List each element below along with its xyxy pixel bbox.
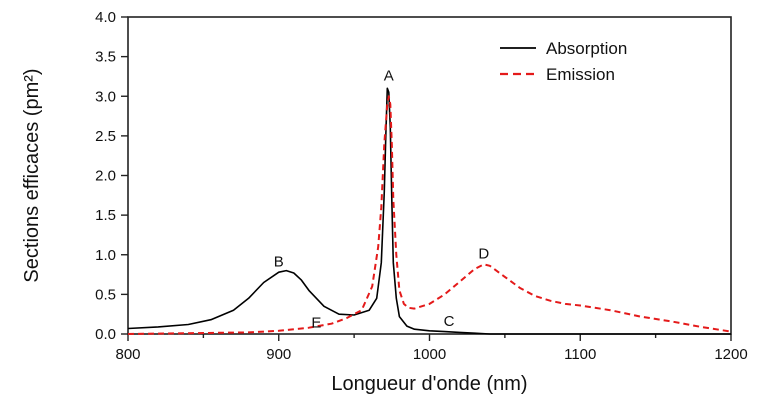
- x-tick-label: 1000: [413, 346, 446, 363]
- y-tick-label: 4.0: [95, 9, 116, 26]
- annotation-b: B: [274, 254, 284, 271]
- y-tick-label: 2.5: [95, 128, 116, 145]
- annotation-e: E: [311, 315, 321, 332]
- annotation-d: D: [478, 246, 489, 263]
- y-axis: 0.0 0.5 1.0 1.5 2.0 2.5 3.0 3.5 4.0: [95, 9, 128, 343]
- y-tick-label: 1.0: [95, 247, 116, 264]
- y-tick-label: 3.0: [95, 88, 116, 105]
- plot-area: [127, 16, 732, 335]
- x-tick-label: 1100: [564, 346, 596, 363]
- x-tick-label: 800: [115, 346, 140, 363]
- series-layer: [127, 87, 732, 335]
- y-tick-label: 0.0: [95, 326, 116, 343]
- x-axis: 800 900 1000 1100 1200: [115, 334, 748, 363]
- x-tick-label: 1200: [714, 346, 747, 363]
- legend: Absorption Emission: [500, 39, 627, 84]
- y-tick-label: 3.5: [95, 49, 116, 66]
- series-line-emission: [127, 95, 732, 335]
- legend-label-absorption: Absorption: [546, 39, 627, 58]
- series-line-absorption: [127, 87, 731, 335]
- plot-frame: [127, 16, 732, 335]
- y-tick-label: 0.5: [95, 286, 116, 303]
- y-tick-label: 1.5: [95, 207, 116, 224]
- x-axis-title: Longueur d'onde (nm): [331, 373, 527, 395]
- x-tick-label: 900: [266, 346, 291, 363]
- annotations: A B C D E: [274, 67, 490, 331]
- annotation-a: A: [384, 67, 394, 84]
- y-tick-label: 2.0: [95, 168, 116, 185]
- y-axis-title: Sections efficaces (pm²): [21, 68, 43, 282]
- annotation-c: C: [444, 313, 455, 330]
- legend-label-emission: Emission: [546, 65, 615, 84]
